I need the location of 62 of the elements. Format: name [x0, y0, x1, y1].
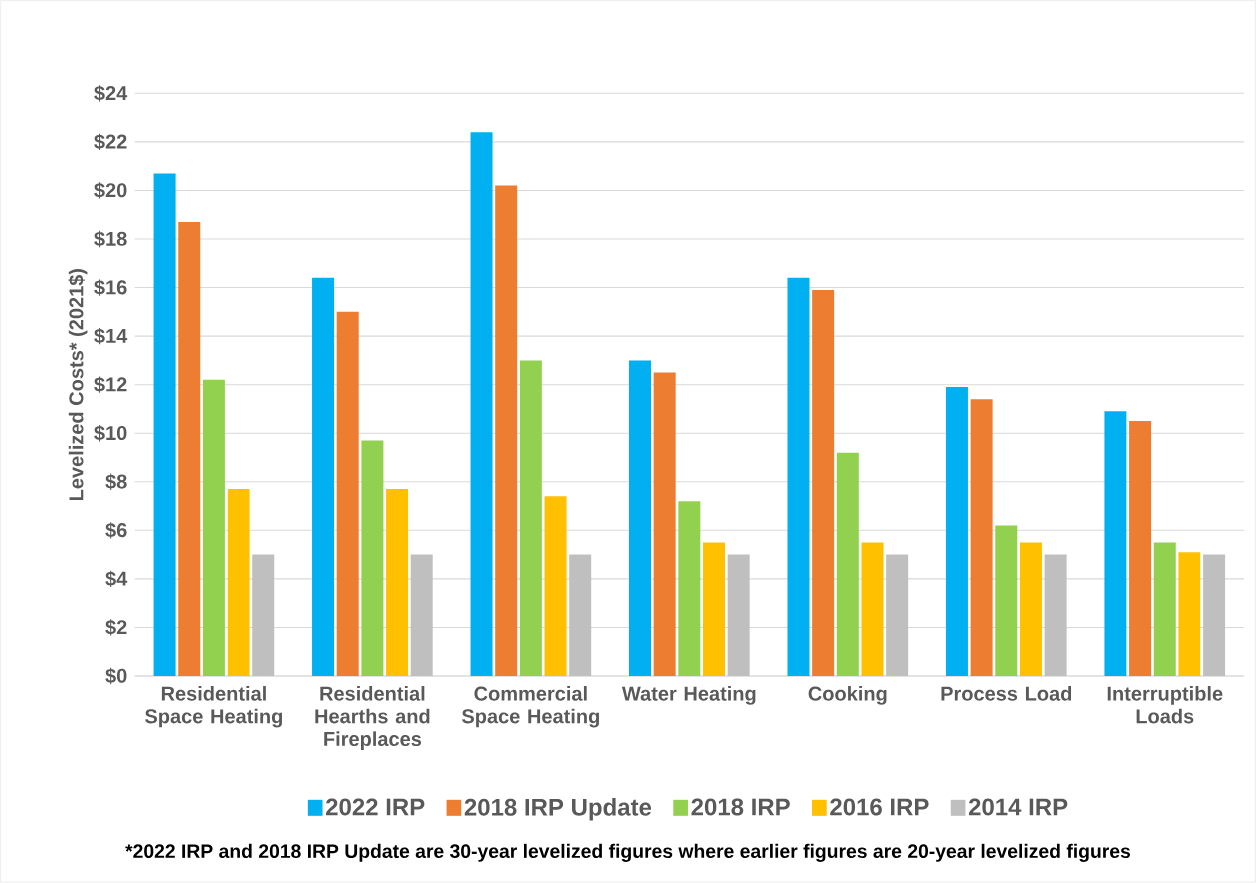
x-tick-label: Residential Hearths and Fireplaces — [315, 686, 430, 751]
bar — [312, 278, 335, 677]
bar — [1044, 554, 1067, 677]
bar — [410, 554, 433, 677]
bar — [1019, 542, 1042, 677]
bar — [252, 554, 275, 677]
bar — [995, 525, 1018, 677]
y-tick-label: $24 — [94, 85, 128, 102]
bar — [629, 360, 652, 677]
bar — [653, 372, 676, 677]
bar — [945, 387, 968, 677]
x-tick-label: Commercial Space Heating — [461, 686, 599, 728]
y-tick-label: $6 — [105, 522, 127, 539]
x-tick-label: Process Load — [941, 686, 1072, 701]
bar — [1129, 421, 1152, 677]
bar — [1104, 411, 1127, 677]
bar — [153, 173, 176, 677]
bar — [361, 440, 384, 677]
x-tick-label: Residential Space Heating — [145, 686, 283, 728]
bar — [787, 278, 810, 677]
bar — [812, 290, 835, 677]
y-tick-label: $18 — [94, 231, 127, 248]
bar — [386, 489, 409, 677]
text: *2022 IRP and 2018 IRP Update are 30-year levelized figures where earlier figures are 20-year levelized figures — [125, 844, 1131, 863]
bar — [1178, 552, 1201, 677]
x-tick-label: Water Heating — [621, 686, 756, 705]
legend-label: 2022 IRP — [326, 798, 425, 816]
y-tick-label: $12 — [94, 376, 127, 393]
y-tick-label: $2 — [105, 619, 127, 636]
bar — [495, 185, 518, 677]
bar — [970, 399, 993, 677]
x-tick-label: Cooking — [808, 686, 887, 705]
bar — [202, 379, 225, 677]
y-tick-label: $10 — [94, 425, 127, 442]
y-tick-label: $16 — [94, 279, 127, 296]
y-tick-label: $20 — [94, 182, 127, 199]
bar — [727, 554, 750, 677]
y-axis-title: Levelized Costs* (2021$) — [68, 269, 88, 501]
bar — [678, 501, 701, 677]
legend-label: 2014 IRP — [968, 798, 1068, 816]
bar — [470, 132, 493, 677]
bar — [1203, 554, 1226, 677]
bar — [519, 360, 542, 677]
bar — [836, 452, 859, 677]
x-tick-label: Interruptible Loads — [1107, 686, 1223, 724]
bar — [544, 496, 567, 677]
bar — [336, 312, 359, 677]
bar — [861, 542, 884, 677]
y-tick-label: $8 — [105, 473, 127, 491]
bar — [178, 222, 201, 677]
bar — [569, 554, 592, 677]
bar — [886, 554, 909, 677]
y-tick-label: $0 — [105, 668, 127, 685]
bar — [1153, 542, 1176, 677]
legend-label: 2018 IRP — [691, 798, 790, 816]
legend-label: 2016 IRP — [830, 798, 929, 816]
bar — [703, 542, 725, 677]
y-tick-label: $4 — [105, 570, 128, 588]
y-tick-label: $14 — [94, 328, 128, 345]
bar — [227, 489, 250, 677]
legend-label: 2018 IRP Update — [464, 798, 652, 821]
y-tick-label: $22 — [94, 133, 127, 151]
